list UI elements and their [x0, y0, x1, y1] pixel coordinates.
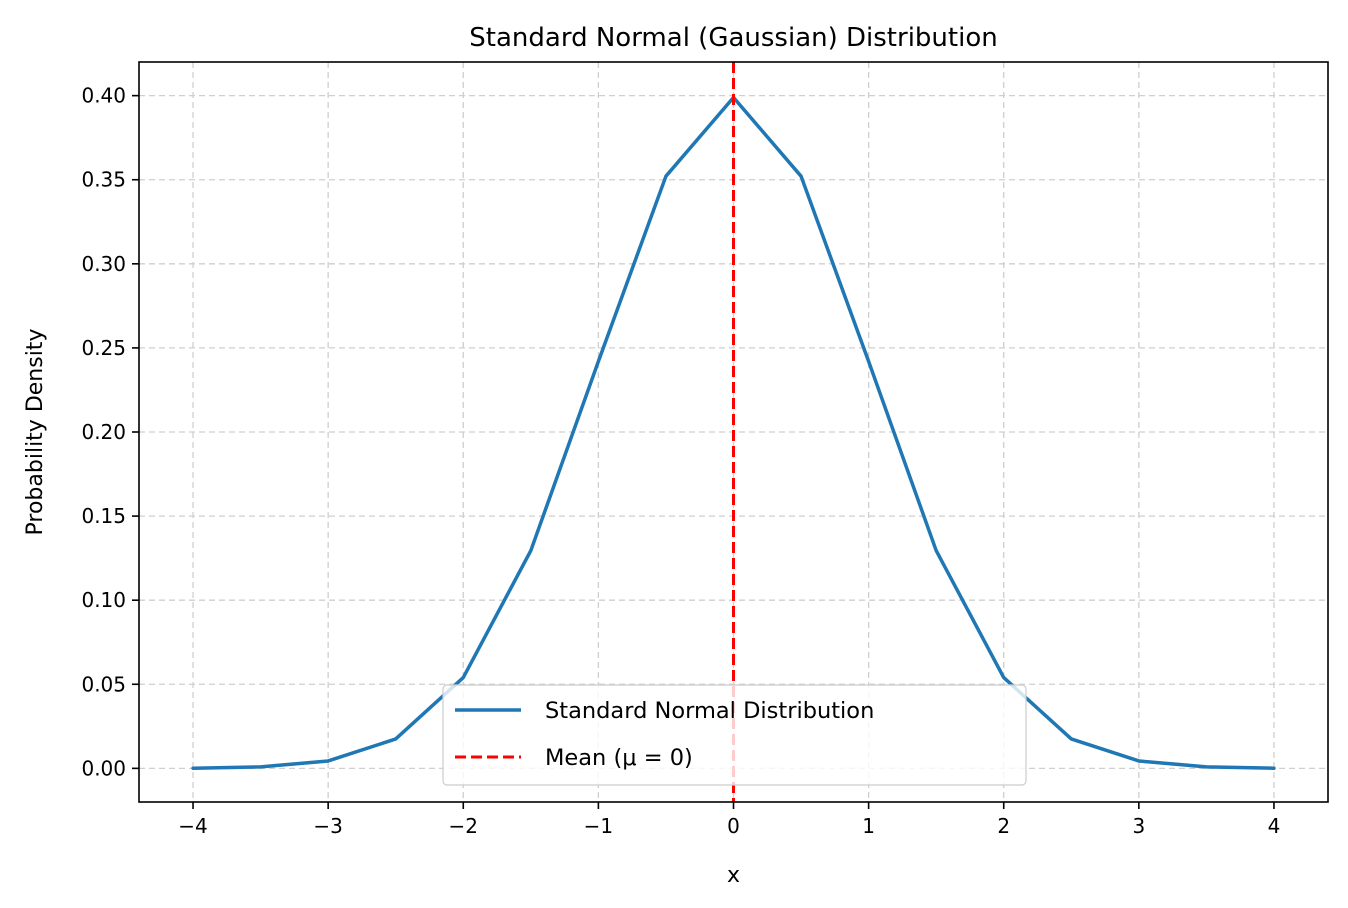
x-axis-label: x [727, 863, 740, 888]
x-axis: −4 −3 −2 −1 0 1 2 3 4 [178, 802, 1280, 838]
y-tick-label-4: 0.20 [81, 420, 126, 444]
y-tick-label-7: 0.35 [81, 168, 126, 192]
x-tick-label-2: −2 [449, 814, 478, 838]
x-tick-label-3: −1 [584, 814, 613, 838]
legend-label-mean: Mean (μ = 0) [545, 745, 693, 771]
y-tick-label-8: 0.40 [81, 84, 126, 108]
x-tick-label-1: −3 [313, 814, 342, 838]
legend-box [442, 684, 1027, 786]
series-layer [191, 62, 1276, 802]
y-tick-label-5: 0.25 [81, 336, 126, 360]
y-tick-label-0: 0.00 [81, 756, 126, 780]
y-axis-label: Probability Density [23, 329, 48, 536]
y-tick-label-3: 0.15 [81, 504, 126, 528]
legend-label-normal: Standard Normal Distribution [545, 698, 874, 724]
y-tick-label-1: 0.05 [81, 672, 126, 696]
x-tick-label-4: 0 [727, 814, 740, 838]
x-tick-label-5: 1 [862, 814, 875, 838]
legend: Standard Normal Distribution Mean (μ = 0… [442, 684, 1027, 786]
chart-title: Standard Normal (Gaussian) Distribution [469, 23, 997, 53]
x-tick-label-0: −4 [178, 814, 207, 838]
y-tick-label-6: 0.30 [81, 252, 126, 276]
y-axis: 0.00 0.05 0.10 0.15 0.20 0.25 0.30 0.35 0.40 [81, 84, 139, 780]
x-tick-label-8: 4 [1268, 814, 1281, 838]
x-tick-label-6: 2 [997, 814, 1010, 838]
y-tick-label-2: 0.10 [81, 588, 126, 612]
x-tick-label-7: 3 [1132, 814, 1145, 838]
